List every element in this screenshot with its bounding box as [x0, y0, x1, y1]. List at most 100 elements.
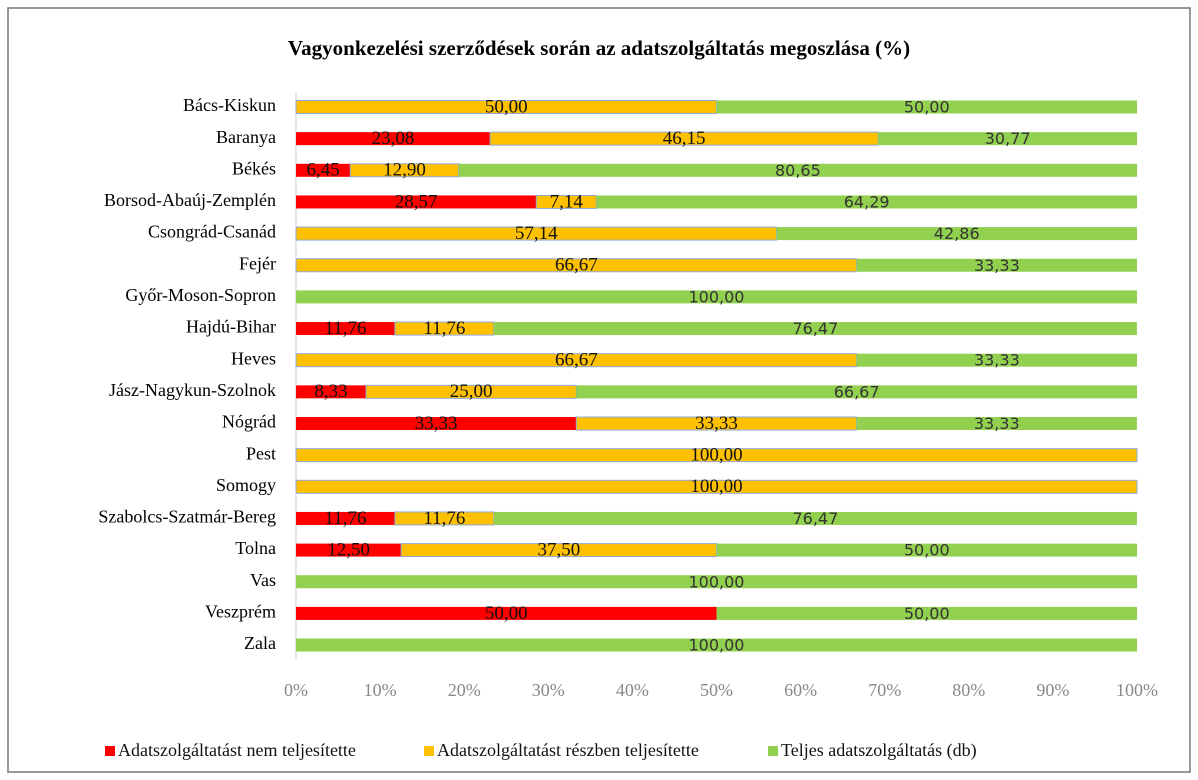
- x-tick-label: 100%: [1116, 680, 1158, 700]
- legend-swatch: [105, 746, 115, 756]
- bar-segment: [295, 448, 1138, 463]
- y-tick-label: Csongrád-Csanád: [148, 222, 276, 242]
- data-label: 66,67: [555, 350, 598, 371]
- x-tick-label: 90%: [1036, 680, 1069, 700]
- y-tick-label: Győr-Moson-Sopron: [125, 285, 276, 305]
- legend-label: Teljes adatszolgáltatás (db): [781, 740, 977, 761]
- data-label: 76,47: [792, 509, 838, 528]
- data-label: 33,33: [974, 256, 1020, 275]
- data-label: 12,90: [383, 160, 426, 181]
- bar-segment: [296, 543, 402, 557]
- x-tick-label: 0%: [284, 680, 308, 700]
- data-label: 50,00: [485, 96, 528, 117]
- data-label: 33,33: [974, 414, 1020, 433]
- legend-label: Adatszolgáltatást részben teljesítette: [437, 740, 699, 760]
- data-label: 23,08: [372, 128, 415, 149]
- y-tick-label: Békés: [232, 158, 276, 178]
- bar-segment: [856, 353, 1137, 367]
- data-label: 42,86: [934, 224, 980, 243]
- y-tick-label: Tolna: [235, 538, 276, 558]
- bar-segment: [296, 417, 577, 430]
- y-tick-label: Vas: [250, 570, 276, 590]
- bar-segment: [776, 227, 1137, 241]
- y-tick-label: Bács-Kiskun: [183, 95, 276, 115]
- y-tick-label: Jász-Nagykun-Szolnok: [109, 380, 276, 400]
- y-tick-label: Zala: [244, 633, 276, 653]
- data-label: 11,76: [423, 318, 465, 339]
- data-label: 100,00: [690, 476, 742, 497]
- data-label: 100,00: [689, 572, 745, 591]
- data-label: 100,00: [690, 445, 742, 466]
- data-label: 30,77: [985, 129, 1031, 148]
- data-label: 33,33: [974, 351, 1020, 370]
- legend-swatch: [424, 746, 434, 756]
- bar-segment: [856, 417, 1137, 430]
- y-tick-label: Baranya: [216, 127, 276, 147]
- bar-segment: [716, 543, 1137, 557]
- bar-segment: [295, 479, 1138, 494]
- bar-segment: [296, 132, 491, 146]
- data-label: 64,29: [844, 192, 890, 211]
- data-label: 11,76: [423, 508, 465, 529]
- bar-segment: [296, 638, 1137, 652]
- data-label: 50,00: [904, 604, 950, 623]
- y-tick-label: Heves: [231, 348, 276, 368]
- legend-swatch: [768, 746, 778, 756]
- bar-segment: [878, 132, 1137, 146]
- data-label: 50,00: [485, 603, 528, 624]
- y-tick-label: Veszprém: [205, 602, 276, 622]
- data-label: 7,14: [550, 191, 584, 212]
- data-label: 6,45: [306, 160, 339, 181]
- x-tick-label: 70%: [868, 680, 901, 700]
- bar-segment: [296, 195, 537, 209]
- bar-segment: [296, 290, 1137, 304]
- y-tick-label: Szabolcs-Szatmár-Bereg: [98, 507, 276, 527]
- data-label: 33,33: [695, 413, 738, 434]
- data-label: 11,76: [324, 508, 366, 529]
- bar-segment: [716, 606, 1137, 620]
- bar-segment: [296, 385, 367, 399]
- bar-segment: [296, 322, 395, 336]
- x-tick-label: 30%: [532, 680, 565, 700]
- x-tick-label: 10%: [364, 680, 397, 700]
- data-label: 11,76: [324, 318, 366, 339]
- data-label: 50,00: [904, 541, 950, 560]
- bar-segment: [295, 226, 778, 241]
- bar-segment: [596, 195, 1137, 209]
- bar-segment: [576, 385, 1137, 399]
- x-tick-label: 50%: [700, 680, 733, 700]
- data-label: 57,14: [515, 223, 558, 244]
- data-label: 8,33: [314, 381, 347, 402]
- x-tick-label: 40%: [616, 680, 649, 700]
- data-label: 12,50: [327, 539, 370, 560]
- bar-segment: [296, 511, 395, 525]
- data-label: 100,00: [689, 287, 745, 306]
- x-tick-label: 80%: [952, 680, 985, 700]
- bar-segment: [296, 163, 351, 177]
- bar-segment: [296, 606, 717, 620]
- data-label: 50,00: [904, 98, 950, 117]
- data-label: 33,33: [415, 413, 458, 434]
- data-label: 80,65: [775, 161, 821, 180]
- y-tick-label: Pest: [246, 443, 276, 463]
- y-tick-label: Borsod-Abaúj-Zemplén: [104, 190, 276, 210]
- legend-label: Adatszolgáltatást nem teljesítette: [118, 740, 356, 760]
- data-label: 28,57: [395, 191, 438, 212]
- data-label: 25,00: [450, 381, 493, 402]
- bar-segment: [493, 322, 1137, 336]
- bar-segment: [458, 163, 1137, 177]
- data-label: 37,50: [537, 539, 580, 560]
- y-tick-label: Nógrád: [222, 412, 276, 432]
- bar-segment: [493, 511, 1137, 525]
- bar-segment: [856, 258, 1137, 272]
- bar-segment: [296, 575, 1137, 589]
- data-label: 46,15: [663, 128, 706, 149]
- data-label: 76,47: [792, 319, 838, 338]
- bar-segment: [716, 100, 1137, 114]
- data-label: 66,67: [555, 255, 598, 276]
- y-tick-label: Fejér: [239, 253, 276, 273]
- chart-title: Vagyonkezelési szerződések során az adat…: [288, 36, 910, 60]
- data-label: 100,00: [689, 636, 745, 655]
- data-label: 66,67: [834, 382, 880, 401]
